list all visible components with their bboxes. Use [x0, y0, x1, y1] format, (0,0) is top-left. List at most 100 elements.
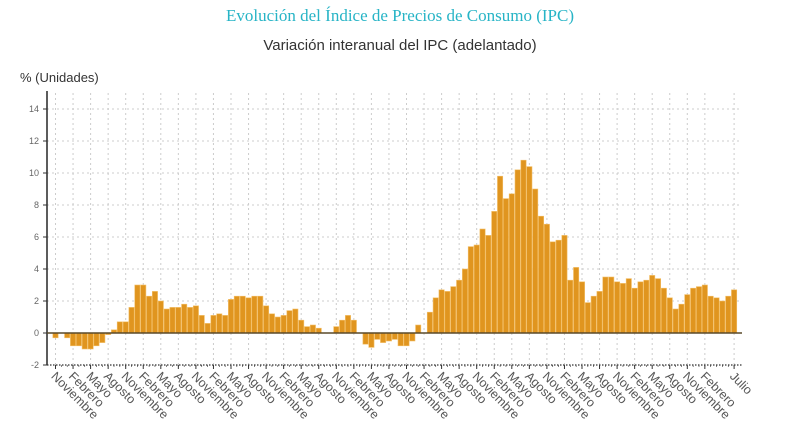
bar	[181, 303, 188, 334]
bar	[660, 287, 667, 334]
bar	[456, 279, 463, 334]
bar	[239, 295, 246, 334]
y-tick-label: 0	[34, 328, 39, 338]
bar	[93, 332, 100, 347]
bar	[99, 332, 106, 343]
bar	[614, 281, 621, 334]
bar	[251, 295, 258, 334]
bar	[643, 279, 650, 334]
bar	[549, 241, 556, 334]
bar	[467, 246, 474, 334]
bar	[450, 286, 457, 334]
bar	[590, 295, 597, 334]
bar	[579, 281, 585, 334]
page-title: Evolución del Índice de Precios de Consu…	[226, 6, 574, 25]
bar	[268, 313, 275, 334]
bar	[631, 287, 638, 334]
x-tick-labels: NoviembreFebreroMayoAgostoNoviembreFebre…	[48, 369, 755, 422]
bar	[333, 326, 340, 334]
bar	[637, 281, 644, 334]
bar	[666, 297, 673, 334]
bar	[216, 313, 223, 334]
y-tick-label: 10	[29, 168, 39, 178]
y-tick-label: -2	[31, 360, 39, 370]
bar	[292, 308, 299, 334]
axes	[43, 91, 742, 369]
bar	[157, 300, 164, 334]
bar	[543, 223, 550, 334]
bar	[187, 307, 193, 334]
y-tick-label: 6	[34, 232, 39, 242]
bar	[362, 332, 369, 345]
bar	[198, 315, 205, 334]
bar	[204, 323, 211, 334]
bar	[526, 166, 533, 334]
bar	[409, 332, 416, 342]
bar	[672, 308, 679, 334]
y-axis-label: % (Unidades)	[20, 70, 99, 85]
bar	[532, 188, 539, 334]
bar	[432, 297, 439, 334]
bar	[222, 315, 229, 334]
y-tick-label: 2	[34, 296, 39, 306]
bar	[391, 332, 398, 340]
bar	[655, 278, 662, 334]
bar	[696, 286, 702, 334]
y-tick-labels: -2 0 2 4 6 8 10 12 14	[29, 104, 39, 370]
bar	[140, 284, 147, 334]
bar	[479, 228, 486, 334]
bar	[163, 308, 170, 334]
bar	[245, 297, 252, 334]
bar	[426, 311, 433, 334]
bar	[584, 302, 591, 334]
bar	[567, 279, 574, 334]
bar	[538, 215, 545, 334]
bar	[128, 307, 135, 334]
bar	[514, 169, 521, 334]
bar	[491, 211, 498, 334]
bar	[380, 332, 387, 343]
bar	[152, 291, 158, 334]
bar	[368, 332, 375, 348]
bar	[233, 295, 240, 334]
chart-subtitle: Variación interanual del IPC (adelantado…	[263, 37, 537, 54]
bar	[146, 295, 153, 334]
bar	[75, 332, 82, 347]
bar	[385, 332, 392, 342]
bar	[122, 321, 129, 334]
bar	[725, 295, 732, 334]
bar	[403, 332, 410, 347]
bar	[81, 332, 88, 350]
bar	[719, 300, 726, 334]
bar	[228, 299, 234, 334]
bar	[175, 307, 182, 334]
bar	[713, 297, 720, 334]
bar	[169, 307, 176, 334]
bar	[438, 289, 445, 334]
bar	[345, 315, 351, 334]
bar	[309, 324, 316, 334]
bar	[134, 284, 141, 334]
bar	[573, 267, 580, 334]
bar	[690, 287, 697, 334]
bar	[87, 332, 94, 350]
bar	[263, 305, 270, 334]
bar	[485, 235, 492, 334]
bar	[274, 316, 281, 334]
bar	[707, 295, 714, 334]
bar	[298, 319, 305, 334]
bar	[561, 235, 568, 334]
y-tick-label: 12	[29, 136, 39, 146]
bar	[701, 284, 708, 334]
bar	[350, 319, 357, 334]
bar	[596, 291, 603, 334]
bar	[678, 303, 685, 334]
bar	[602, 276, 609, 334]
bar	[70, 332, 77, 347]
bar	[625, 278, 632, 334]
bar	[286, 310, 293, 334]
y-tick-label: 4	[34, 264, 39, 274]
bar	[649, 275, 656, 334]
bar	[731, 289, 738, 334]
